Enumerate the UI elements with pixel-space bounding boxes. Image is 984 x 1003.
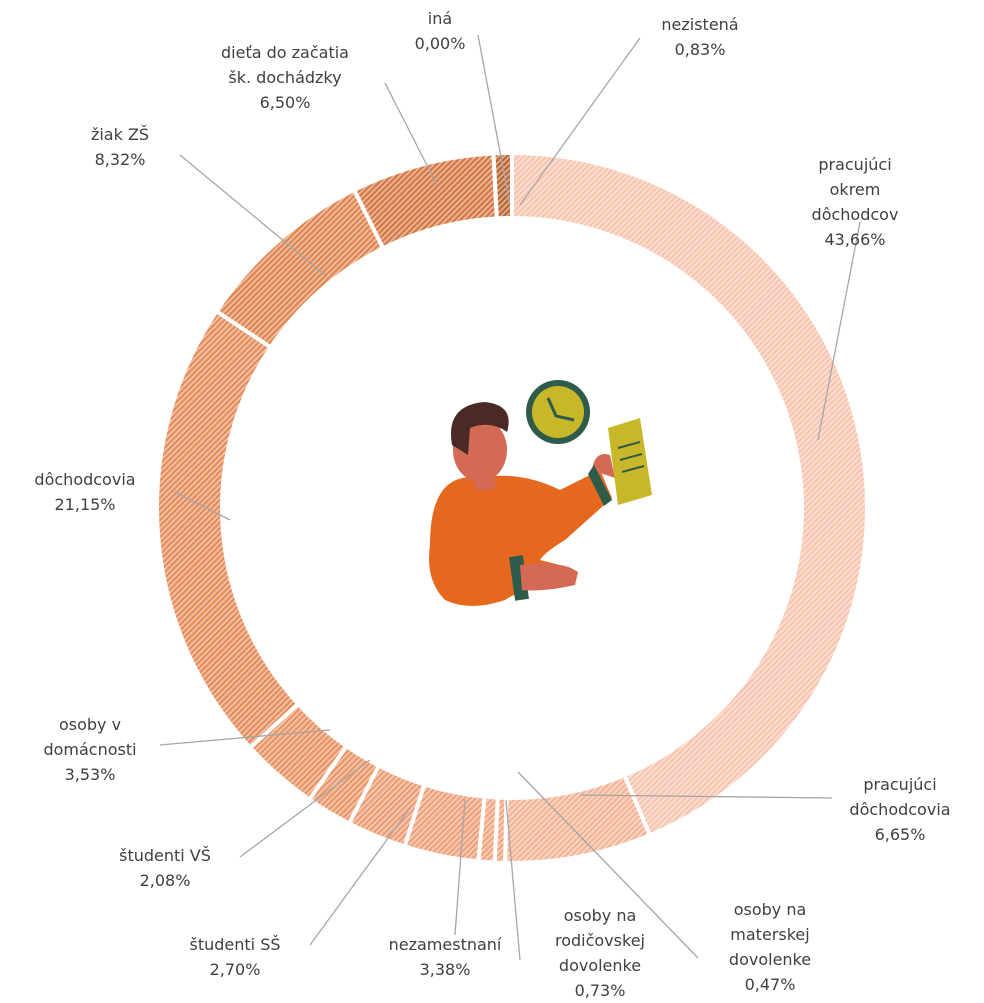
- leader-line: [174, 491, 231, 521]
- value-label: 0,73%: [574, 981, 626, 1000]
- category-label: pracujúci dôchodcovia: [849, 775, 951, 819]
- illustration: [429, 380, 652, 606]
- leader-line: [309, 807, 411, 946]
- data-label: osoby na rodičovskej dovolenke 0,73%: [555, 903, 645, 1003]
- value-label: 8,32%: [94, 150, 146, 169]
- data-label: pracujúci dôchodcovia 6,65%: [849, 772, 950, 847]
- data-label: pracujúci okrem dôchodcov 43,66%: [791, 152, 920, 252]
- leader-line: [384, 82, 438, 186]
- hair: [450, 402, 509, 455]
- value-label: 6,50%: [259, 93, 311, 112]
- slice: [213, 187, 386, 351]
- hand-up: [592, 454, 615, 478]
- data-label: dieťa do začatia šk. dochádzky 6,50%: [221, 40, 349, 115]
- data-label: nezamestnaní 3,38%: [389, 932, 502, 982]
- data-label: dôchodcovia 21,15%: [34, 467, 135, 517]
- category-label: nezamestnaní: [388, 935, 502, 954]
- value-label: 0,00%: [414, 34, 466, 53]
- value-label: 2,08%: [139, 871, 191, 890]
- leader-line: [517, 771, 699, 959]
- leader-line: [239, 759, 371, 858]
- data-label: osoby na materskej dovolenke 0,47%: [729, 897, 811, 997]
- data-label: žiak ZŠ 8,32%: [91, 122, 149, 172]
- slice: [351, 151, 499, 251]
- category-label: nezistená: [661, 15, 739, 34]
- value-label: 2,70%: [209, 960, 261, 979]
- leader-line: [179, 154, 326, 276]
- category-label: osoby v domácnosti: [43, 715, 137, 759]
- leader-line: [519, 37, 641, 206]
- hand: [520, 563, 578, 591]
- category-label: pracujúci okrem dôchodcov: [811, 155, 899, 224]
- category-label: iná: [427, 9, 453, 28]
- value-label: 0,47%: [744, 975, 796, 994]
- sleeve-cuff: [588, 465, 612, 506]
- category-label: dieťa do začatia šk. dochádzky: [221, 43, 349, 87]
- category-label: osoby na materskej dovolenke: [728, 900, 812, 969]
- value-label: 21,15%: [54, 495, 116, 514]
- category-label: študenti SŠ: [189, 935, 281, 954]
- value-label: 3,38%: [419, 960, 471, 979]
- slice: [155, 308, 301, 751]
- data-label: študenti VŠ 2,08%: [119, 843, 211, 893]
- category-label: dôchodcovia: [34, 470, 136, 489]
- paper-lines: [617, 441, 645, 473]
- value-label: 0,83%: [674, 40, 726, 59]
- value-label: 43,66%: [824, 230, 886, 249]
- value-label: 3,53%: [64, 765, 116, 784]
- slice: [510, 150, 869, 838]
- leader-line: [579, 794, 833, 799]
- slice: [503, 772, 653, 865]
- leader-line: [454, 799, 466, 936]
- value-label: 6,65%: [874, 825, 926, 844]
- clock-hands: [546, 397, 575, 422]
- leader-line: [159, 729, 331, 746]
- leader-line: [817, 221, 861, 441]
- clock-face: [532, 386, 584, 438]
- category-label: žiak ZŠ: [90, 125, 150, 144]
- leader-line: [505, 799, 521, 961]
- slice: [491, 150, 514, 221]
- data-label: nezistená 0,83%: [661, 12, 738, 62]
- data-label: osoby v domácnosti 3,53%: [43, 712, 136, 787]
- data-label: iná 0,00%: [415, 6, 466, 56]
- paper: [608, 418, 652, 505]
- leader-line: [477, 34, 511, 206]
- category-label: študenti VŠ: [119, 846, 211, 865]
- data-label: študenti SŠ 2,70%: [189, 932, 280, 982]
- category-label: osoby na rodičovskej dovolenke: [555, 906, 645, 975]
